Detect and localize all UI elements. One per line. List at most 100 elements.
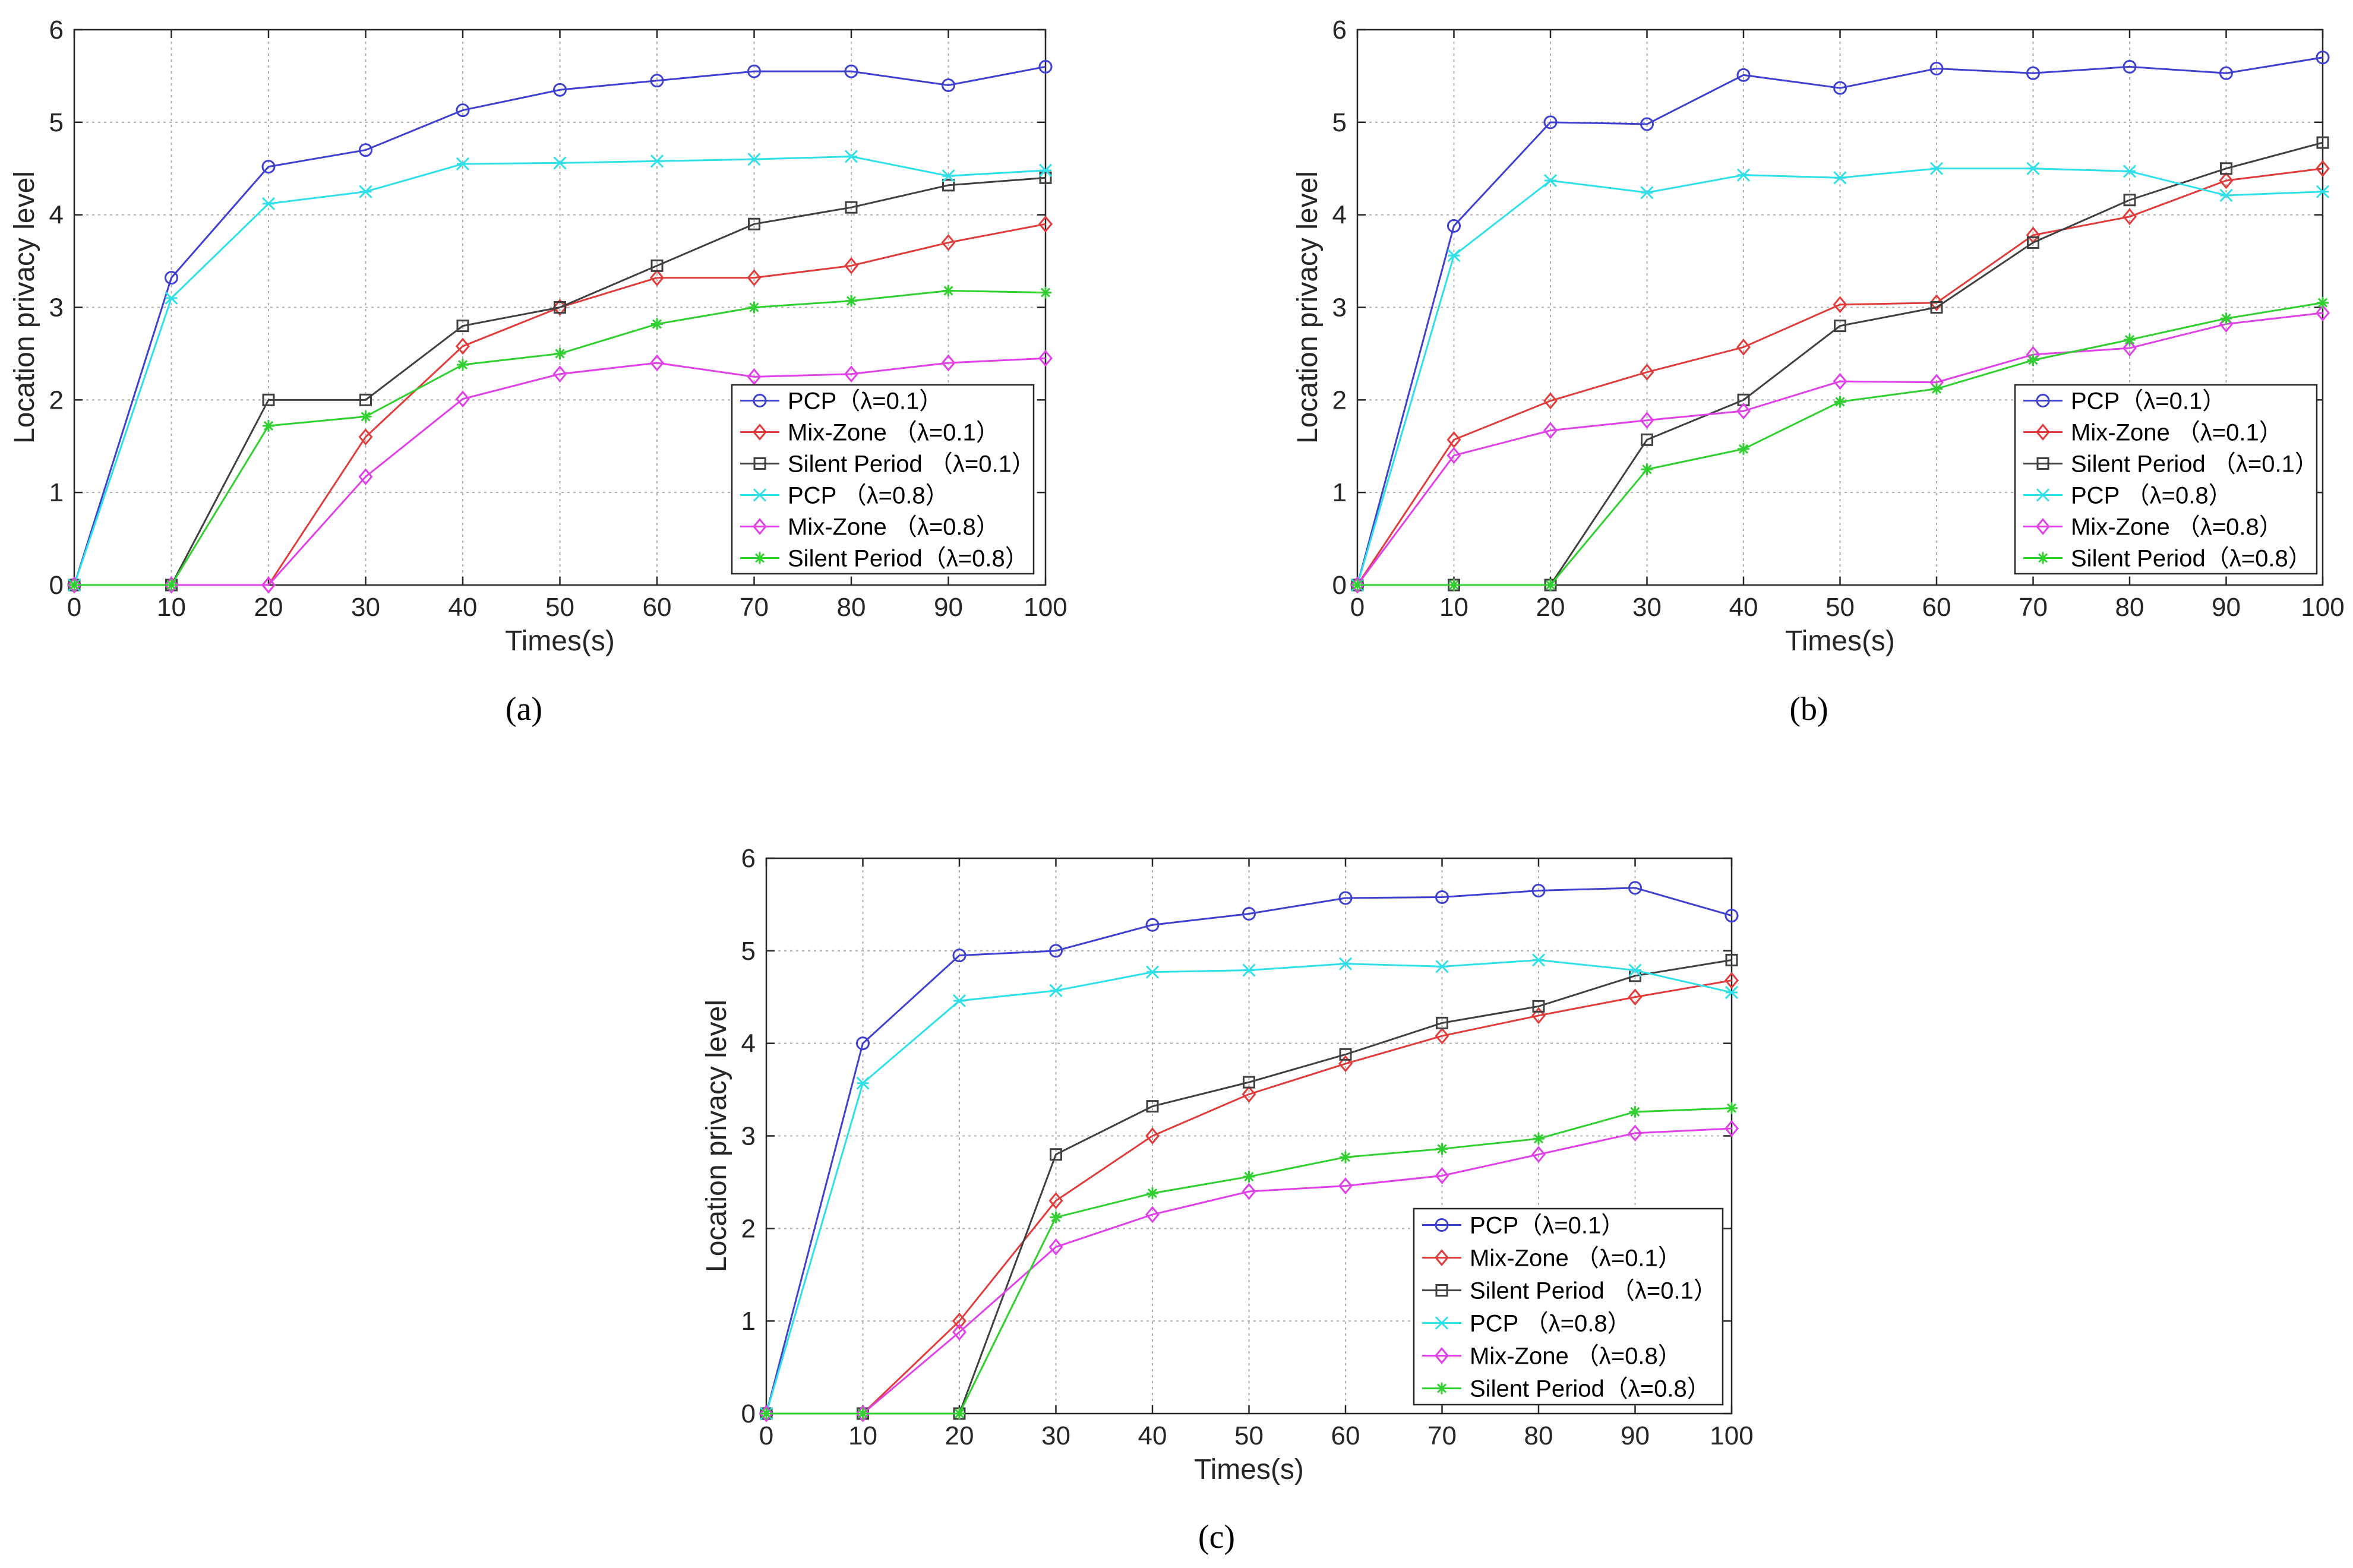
data-point xyxy=(1435,1167,1449,1184)
data-point xyxy=(941,354,956,372)
data-point xyxy=(1929,61,1944,75)
data-point xyxy=(1736,168,1751,182)
data-point xyxy=(1628,881,1642,895)
data-point xyxy=(1048,1192,1063,1209)
y-tick-label: 1 xyxy=(741,1307,756,1336)
data-point xyxy=(845,201,858,214)
data-point xyxy=(1736,68,1751,82)
data-point xyxy=(748,301,760,314)
y-tick-label: 2 xyxy=(1332,385,1347,415)
data-point xyxy=(1531,884,1546,898)
data-point xyxy=(2316,160,2330,178)
data-point xyxy=(1147,1187,1158,1200)
x-axis-label: Times(s) xyxy=(1194,1454,1304,1485)
data-point xyxy=(1049,984,1063,997)
data-point xyxy=(747,64,761,78)
data-point xyxy=(1145,1206,1160,1224)
data-point xyxy=(2220,312,2232,325)
chart-a: 0 10 20 30 40 50 60 70 80 90 100 0 1 2 3 4 5 6 Times(s) Loc… xyxy=(9,15,1067,657)
x-tick-label: 60 xyxy=(1331,1421,1360,1450)
data-point xyxy=(1726,1102,1738,1114)
x-tick-label: 50 xyxy=(1825,593,1855,622)
data-point xyxy=(759,1405,773,1422)
series-4 xyxy=(67,349,1053,594)
legend-entry: Silent Period（λ=0.8） xyxy=(2071,546,2312,572)
data-point xyxy=(554,301,566,314)
y-axis-label: Location privacy level xyxy=(9,171,40,444)
data-point xyxy=(1640,186,1654,200)
legend-swatch-marker xyxy=(753,518,767,535)
data-point xyxy=(262,393,275,406)
data-point xyxy=(2026,162,2040,175)
legend-entry: Mix-Zone （λ=0.1） xyxy=(788,420,1000,446)
data-point xyxy=(2316,136,2329,149)
panel-label-a: (a) xyxy=(506,691,542,728)
data-point xyxy=(1640,363,1654,381)
data-point xyxy=(2123,208,2137,226)
legend-entry: Mix-Zone （λ=0.8） xyxy=(2071,514,2283,540)
data-point xyxy=(1640,412,1654,429)
x-tick-label: 20 xyxy=(1536,593,1565,622)
data-point xyxy=(953,1408,965,1420)
legend-swatch-marker xyxy=(1435,1347,1449,1364)
y-tick-label: 4 xyxy=(741,1029,756,1058)
data-point xyxy=(1725,953,1738,966)
legend-entry: Silent Period（λ=0.8） xyxy=(1470,1376,1711,1402)
legend-swatch-marker xyxy=(754,552,766,564)
data-point xyxy=(1242,1183,1256,1200)
y-tick-label: 1 xyxy=(49,478,64,507)
x-tick-label: 70 xyxy=(1427,1421,1457,1450)
data-point xyxy=(651,318,663,330)
data-point xyxy=(165,271,178,285)
data-point xyxy=(1435,1027,1449,1045)
legend-swatch-marker xyxy=(753,457,766,470)
x-axis-label: Times(s) xyxy=(505,625,615,657)
data-point xyxy=(456,103,470,118)
data-point xyxy=(1038,215,1053,233)
legend-entry: PCP（λ=0.1） xyxy=(788,388,943,415)
x-tick-label: 90 xyxy=(2212,593,2241,622)
data-point xyxy=(941,234,956,251)
series-4 xyxy=(759,1120,1739,1422)
data-point xyxy=(2027,354,2039,366)
legend-entry: Mix-Zone （λ=0.8） xyxy=(1470,1343,1682,1370)
x-tick-label: 20 xyxy=(254,593,283,622)
data-point xyxy=(456,157,470,171)
series-line xyxy=(766,979,1732,1415)
y-tick-label: 3 xyxy=(741,1122,756,1151)
data-point xyxy=(1628,1124,1643,1142)
data-point xyxy=(1929,162,1944,175)
data-point xyxy=(857,1408,869,1420)
data-point xyxy=(855,1405,870,1422)
data-point xyxy=(2317,296,2329,309)
data-point xyxy=(456,337,470,355)
x-tick-label: 10 xyxy=(848,1421,877,1450)
data-point xyxy=(1145,1127,1160,1145)
series-5 xyxy=(760,1102,1738,1420)
y-tick-label: 5 xyxy=(1332,108,1347,137)
series-line xyxy=(74,357,1046,586)
data-point xyxy=(1736,339,1751,356)
y-tick-label: 0 xyxy=(1332,571,1347,600)
data-point xyxy=(1146,1100,1159,1113)
data-point xyxy=(650,74,664,88)
data-point xyxy=(1833,171,1847,185)
data-point xyxy=(2220,162,2232,175)
series-line xyxy=(766,1127,1732,1415)
y-axis-label: Location privacy level xyxy=(701,1000,732,1272)
data-point xyxy=(1338,891,1353,905)
x-tick-label: 70 xyxy=(740,593,769,622)
x-tick-label: 40 xyxy=(1729,593,1758,622)
x-tick-label: 100 xyxy=(2301,593,2344,622)
data-point xyxy=(1040,286,1051,299)
data-point xyxy=(1531,1146,1546,1164)
data-point xyxy=(1545,579,1556,591)
data-point xyxy=(2316,304,2330,322)
legend: PCP（λ=0.1） Mix-Zone （λ=0.1） Silent Period … xyxy=(731,384,1035,575)
data-point xyxy=(748,217,760,230)
series-line xyxy=(73,65,1046,586)
data-point xyxy=(942,179,955,192)
data-point xyxy=(165,291,178,305)
data-point xyxy=(1725,909,1739,923)
